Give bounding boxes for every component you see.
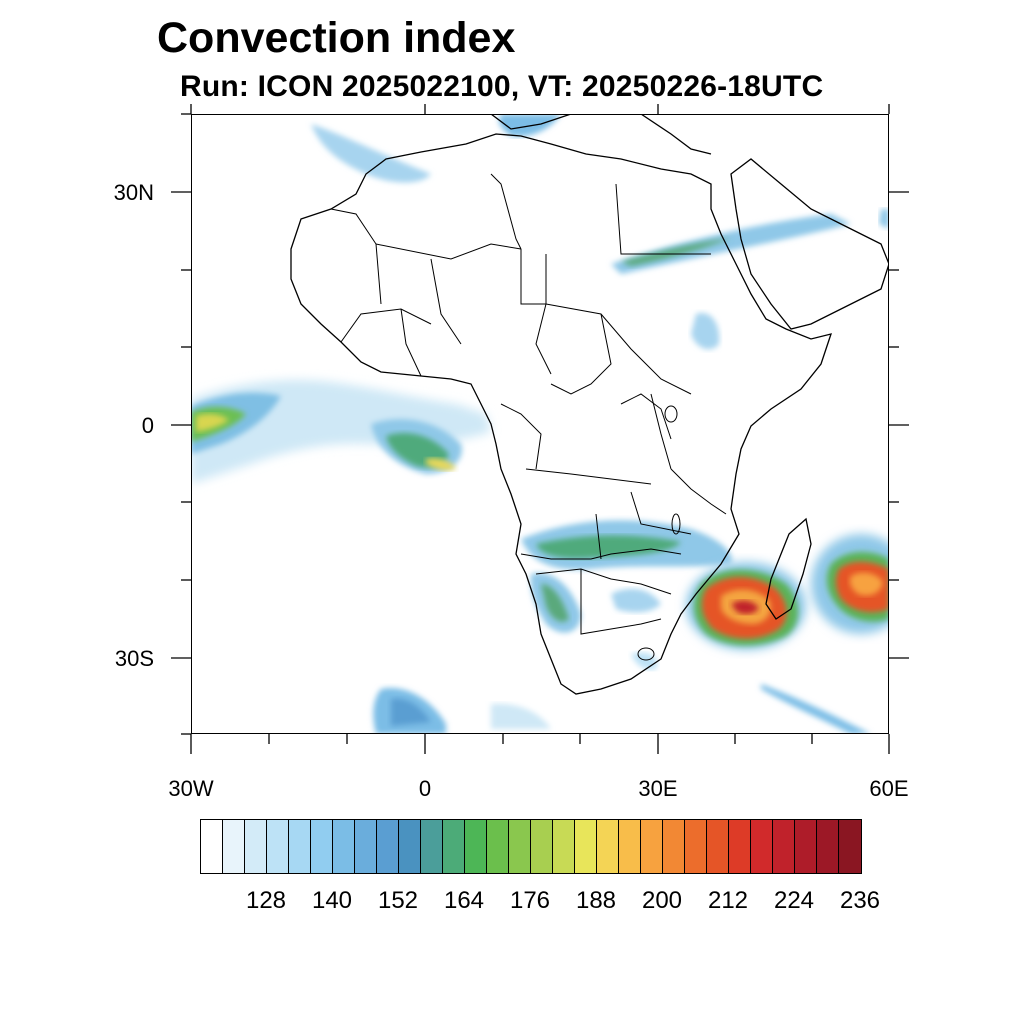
country-borders: [330, 173, 727, 635]
colorbar-segment: [685, 820, 707, 873]
lat-label-30n: 30N: [113, 180, 154, 205]
colorbar-segment: [487, 820, 509, 873]
colorbar-segment: [509, 820, 531, 873]
lon-label-0: 0: [418, 776, 432, 801]
chart-subtitle: Run: ICON 2025022100, VT: 20250226-18UTC: [180, 70, 824, 103]
colorbar-segment: [333, 820, 355, 873]
colorbar-segment: [619, 820, 641, 873]
colorbar-label: 140: [311, 887, 353, 914]
lon-label-30e: 30E: [638, 776, 678, 801]
colorbar-segment: [377, 820, 399, 873]
colorbar-segment: [795, 820, 817, 873]
colorbar-label: 200: [641, 887, 683, 914]
colorbar-segment: [465, 820, 487, 873]
colorbar-segment: [443, 820, 465, 873]
colorbar-segment: [729, 820, 751, 873]
colorbar-label: 212: [707, 887, 749, 914]
colorbar-label: 188: [575, 887, 617, 914]
colorbar-segment: [223, 820, 245, 873]
colorbar-segment: [641, 820, 663, 873]
colorbar-segment: [663, 820, 685, 873]
colorbar: [200, 819, 862, 874]
chart-title: Convection index: [157, 14, 516, 62]
colorbar-segment: [289, 820, 311, 873]
saharan-convection-streak: [311, 124, 431, 183]
cyclone-east-madagascar: [811, 534, 889, 634]
colorbar-label: 128: [245, 887, 287, 914]
colorbar-segment: [575, 820, 597, 873]
colorbar-label: 236: [839, 887, 881, 914]
colorbar-segment: [399, 820, 421, 873]
coastlines: [290, 114, 889, 695]
colorbar-segment: [355, 820, 377, 873]
madagascar-coastline: [765, 517, 812, 620]
colorbar-segment: [267, 820, 289, 873]
colorbar-segment: [773, 820, 795, 873]
colorbar-segment: [553, 820, 575, 873]
convection-field: [191, 114, 889, 734]
cyclone-mozambique-channel: [686, 562, 806, 650]
africa-coastline: [290, 133, 832, 695]
colorbar-segment: [311, 820, 333, 873]
colorbar-segment: [421, 820, 443, 873]
lon-label-60e: 60E: [869, 776, 909, 801]
arabia-coastline: [730, 158, 889, 330]
colorbar-segment: [751, 820, 773, 873]
colorbar-label: 164: [443, 887, 485, 914]
colorbar-segment: [707, 820, 729, 873]
colorbar-segment: [201, 820, 223, 873]
colorbar-label: 176: [509, 887, 551, 914]
colorbar-segment: [531, 820, 553, 873]
map-panel: [191, 114, 889, 734]
lat-label-0: 0: [141, 413, 154, 438]
colorbar-segment: [817, 820, 839, 873]
map-svg: [191, 114, 889, 734]
mediterranean-coast: [490, 114, 572, 130]
colorbar-segment: [597, 820, 619, 873]
lon-label-30w: 30W: [168, 776, 214, 801]
colorbar-segment: [839, 820, 861, 873]
lat-label-30s: 30S: [114, 646, 154, 671]
colorbar-label: 224: [773, 887, 815, 914]
lakes: [637, 405, 681, 661]
colorbar-segment: [245, 820, 267, 873]
colorbar-label: 152: [377, 887, 419, 914]
